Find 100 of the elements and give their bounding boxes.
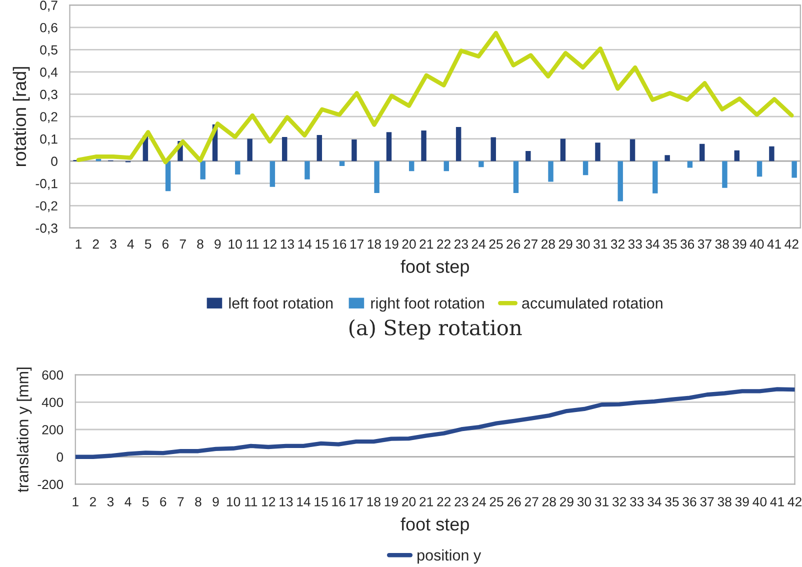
- x-tick-label: 32: [610, 239, 624, 249]
- x-tick-label: 1: [72, 497, 78, 506]
- x-tick-label: 30: [576, 239, 590, 249]
- y-tick-label: 0,4: [40, 68, 58, 78]
- y-tick-label: 0,6: [40, 22, 58, 34]
- y-tick-label: 0,5: [40, 45, 58, 56]
- bar: [444, 161, 449, 172]
- bar: [386, 132, 392, 162]
- y-tick-label: -0,1: [36, 178, 58, 190]
- x-tick-label: 15: [314, 497, 328, 506]
- x-tick-label: 38: [718, 497, 732, 506]
- y-tick-label: -0,2: [36, 201, 58, 212]
- x-tick-label: 6: [162, 239, 169, 249]
- x-tick-label: 37: [700, 497, 714, 506]
- x-tick-label: 2: [92, 239, 99, 249]
- x-tick-label: 6: [160, 497, 166, 506]
- y-tick-label: 0: [51, 156, 58, 166]
- x-tick-label: 31: [594, 497, 608, 506]
- x-tick-label: 14: [298, 240, 312, 249]
- bar: [421, 130, 426, 162]
- x-tick-label: 4: [124, 497, 132, 506]
- bar: [235, 161, 240, 174]
- x-tick-label: 40: [750, 239, 764, 249]
- x-tick-label: 27: [524, 497, 538, 506]
- bar: [316, 135, 322, 162]
- x-tick-label: 14: [297, 497, 310, 506]
- bar: [200, 161, 206, 180]
- legend-label: position y: [418, 549, 482, 564]
- x-tick-label: 32: [612, 497, 626, 506]
- x-tick-label: 8: [195, 497, 202, 506]
- x-tick-label: 5: [142, 497, 149, 506]
- y-axis-title: translation y [mm]: [16, 368, 32, 492]
- x-tick-label: 4: [127, 240, 134, 249]
- bar: [548, 161, 554, 182]
- x-tick-label: 24: [472, 497, 486, 506]
- bar: [304, 161, 310, 180]
- bar: [652, 161, 658, 194]
- line-series: [75, 387, 795, 459]
- x-tick-label: 42: [784, 239, 798, 249]
- x-tick-label: 22: [437, 239, 450, 249]
- legend-label: right foot rotation: [371, 297, 484, 312]
- y-tick-label: 0,2: [40, 112, 58, 123]
- bar: [247, 138, 252, 162]
- x-tick-label: 33: [628, 239, 642, 249]
- x-tick-label: 5: [144, 240, 152, 249]
- x-tick-label: 23: [454, 239, 468, 249]
- x-tick-label: 15: [316, 240, 329, 249]
- x-tick-label: 39: [732, 239, 746, 249]
- x-tick-label: 24: [472, 239, 486, 249]
- y-tick-label: 0,3: [40, 90, 58, 101]
- bar: [618, 161, 623, 202]
- x-tick-label: 17: [350, 497, 363, 506]
- y-tick-label: 0: [56, 452, 64, 462]
- x-tick-label: 25: [489, 239, 503, 249]
- y-tick-label: 0,7: [40, 0, 58, 12]
- y-tick-label: 400: [42, 398, 64, 408]
- line-series: [76, 30, 794, 164]
- bar: [526, 151, 531, 162]
- bar: [165, 161, 171, 192]
- y-tick-label: -0,3: [36, 224, 58, 234]
- x-tick-label: 41: [770, 497, 784, 506]
- bar: [792, 161, 797, 178]
- x-tick-label: 11: [245, 497, 258, 506]
- x-tick-label: 12: [263, 239, 276, 249]
- y-tick-label: 200: [42, 425, 64, 434]
- bar: [456, 126, 462, 162]
- bar: [582, 161, 588, 176]
- bar: [700, 144, 705, 162]
- x-tick-label: 35: [665, 497, 679, 506]
- y-axis-title: rotation [rad]: [12, 67, 30, 166]
- x-tick-label: 2: [90, 497, 96, 506]
- bar: [769, 146, 774, 162]
- x-tick-label: 35: [663, 239, 677, 249]
- x-tick-label: 7: [178, 497, 184, 506]
- bar: [722, 161, 728, 188]
- x-axis-title: foot step: [400, 517, 469, 534]
- x-tick-label: 16: [332, 497, 346, 506]
- bar: [664, 155, 670, 162]
- x-tick-label: 34: [646, 239, 660, 249]
- x-tick-label: 13: [280, 239, 294, 249]
- x-tick-label: 3: [110, 239, 116, 249]
- text: (a) Step rotation: [349, 319, 522, 340]
- x-tick-label: 42: [788, 497, 802, 506]
- x-tick-label: 36: [682, 497, 696, 506]
- bar: [630, 139, 636, 162]
- x-tick-label: 20: [402, 239, 416, 249]
- bar: [756, 161, 762, 177]
- y-tick-label: -200: [38, 480, 64, 490]
- x-tick-label: 21: [420, 239, 434, 249]
- x-tick-label: 9: [214, 239, 221, 249]
- x-tick-label: 19: [384, 497, 398, 506]
- bar: [374, 161, 380, 193]
- x-tick-label: 20: [402, 497, 416, 506]
- y-tick-label: 0,1: [40, 134, 58, 146]
- x-tick-label: 29: [560, 497, 574, 506]
- x-tick-label: 34: [648, 497, 662, 506]
- x-tick-label: 11: [246, 240, 259, 249]
- y-tick-label: 600: [42, 370, 64, 380]
- bar: [687, 161, 693, 168]
- x-tick-label: 13: [280, 497, 293, 506]
